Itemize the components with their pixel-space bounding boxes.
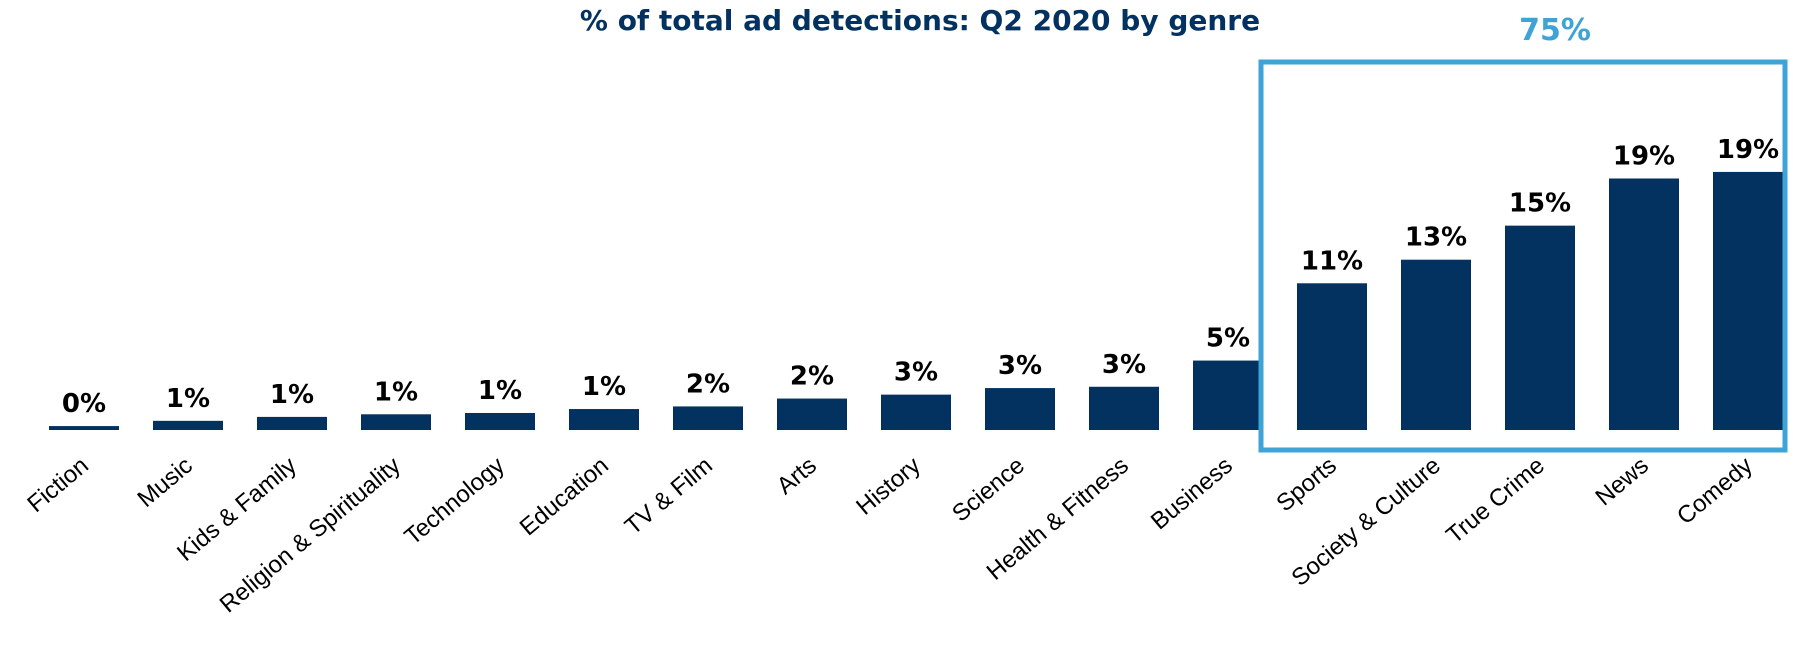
category-label-business: Business	[1146, 452, 1238, 535]
category-label-religion-and-spirituality: Religion & Spirituality	[215, 452, 406, 618]
bar-history	[881, 394, 951, 430]
value-label-comedy: 19%	[1717, 135, 1779, 165]
bar-technology	[465, 412, 535, 430]
value-label-technology: 1%	[478, 376, 522, 406]
chart-title: % of total ad detections: Q2 2020 by gen…	[580, 4, 1260, 37]
value-label-music: 1%	[166, 384, 210, 414]
category-label-science: Science	[947, 452, 1030, 528]
category-label-news: News	[1591, 452, 1654, 511]
category-label-sports: Sports	[1271, 452, 1341, 517]
bar-society-and-culture	[1401, 259, 1471, 430]
bar-religion-and-spirituality	[361, 414, 431, 430]
category-label-comedy: Comedy	[1672, 452, 1758, 530]
bar-education	[569, 409, 639, 430]
category-label-history: History	[851, 452, 926, 521]
value-label-arts: 2%	[790, 362, 834, 392]
value-label-education: 1%	[582, 372, 626, 402]
bar-fiction	[49, 426, 119, 430]
category-label-tv-and-film: TV & Film	[620, 452, 718, 540]
category-label-arts: Arts	[772, 452, 822, 500]
bar-business	[1193, 360, 1263, 430]
top-genres-highlight-box	[1258, 59, 1788, 453]
bar-tv-and-film	[673, 406, 743, 430]
bar-arts	[777, 398, 847, 430]
bar-health-and-fitness	[1089, 386, 1159, 430]
value-label-kids-and-family: 1%	[270, 380, 314, 410]
top-genres-share-label: 75%	[1519, 13, 1591, 48]
bar-sports	[1297, 283, 1367, 430]
bar-science	[985, 388, 1055, 430]
value-label-sports: 11%	[1301, 246, 1363, 276]
value-label-true-crime: 15%	[1509, 189, 1571, 219]
category-label-true-crime: True Crime	[1441, 452, 1550, 549]
value-label-news: 19%	[1613, 141, 1675, 171]
value-label-tv-and-film: 2%	[686, 369, 730, 399]
category-label-fiction: Fiction	[22, 452, 94, 518]
bar-true-crime	[1505, 225, 1575, 430]
value-label-religion-and-spirituality: 1%	[374, 377, 418, 407]
value-label-business: 5%	[1206, 324, 1250, 354]
category-label-education: Education	[515, 452, 614, 541]
value-label-health-and-fitness: 3%	[1102, 350, 1146, 380]
bar-kids-and-family	[257, 416, 327, 430]
bar-comedy	[1713, 171, 1783, 430]
value-label-science: 3%	[998, 351, 1042, 381]
value-label-fiction: 0%	[62, 389, 106, 419]
value-label-history: 3%	[894, 358, 938, 388]
category-label-technology: Technology	[399, 452, 509, 551]
bar-news	[1609, 178, 1679, 430]
bars-group	[49, 171, 1783, 430]
category-label-music: Music	[132, 452, 197, 513]
bar-music	[153, 420, 223, 430]
value-label-society-and-culture: 13%	[1405, 223, 1467, 253]
value-labels-group: 0% 1% 1% 1% 1% 1% 2% 2% 3% 3% 3% 5% 11% 13% 15% 19% 19%	[62, 135, 1779, 419]
